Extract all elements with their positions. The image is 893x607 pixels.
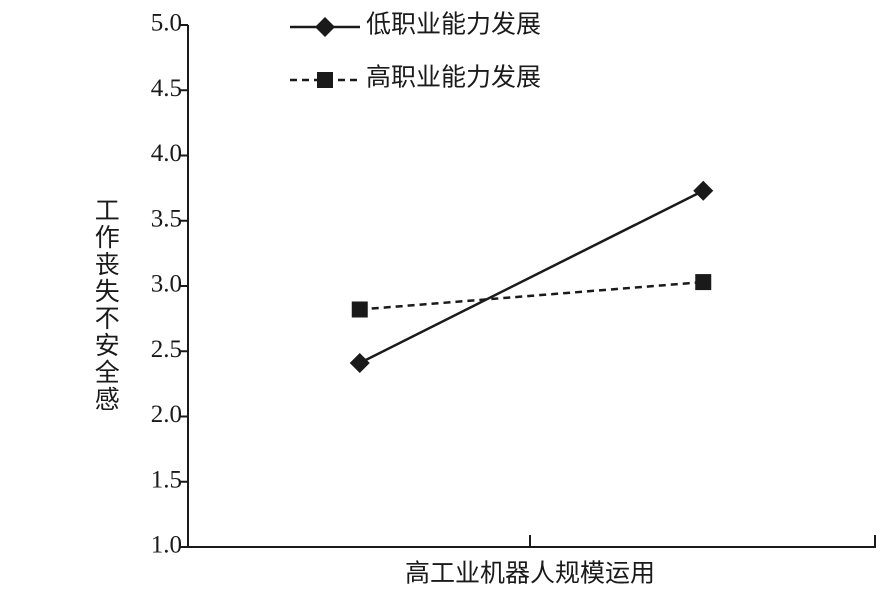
y-tick-label: 2.5 [151,336,182,363]
series-line [359,280,704,311]
data-point [349,352,370,373]
y-tick-label: 4.5 [151,75,182,102]
y-tick-label: 2.0 [151,401,182,428]
y-tick-label: 5.0 [151,10,182,37]
data-point [693,180,714,201]
legend-label: 低职业能力发展 [366,11,541,39]
legend-marker [315,17,335,37]
y-tick-label: 3.5 [151,205,182,232]
y-tick-label: 1.5 [151,466,182,493]
legend-label: 高职业能力发展 [366,64,541,92]
series-line [359,189,704,365]
y-tick-label: 3.0 [151,271,182,298]
data-point [351,301,368,318]
data-point [695,274,712,291]
x-axis-label: 高工业机器人规模运用 [405,560,655,588]
y-axis-label: 工作丧失不安全感 [91,197,120,413]
y-tick-label: 1.0 [151,532,182,559]
y-tick-label: 4.0 [151,140,182,167]
legend-marker [317,72,333,88]
